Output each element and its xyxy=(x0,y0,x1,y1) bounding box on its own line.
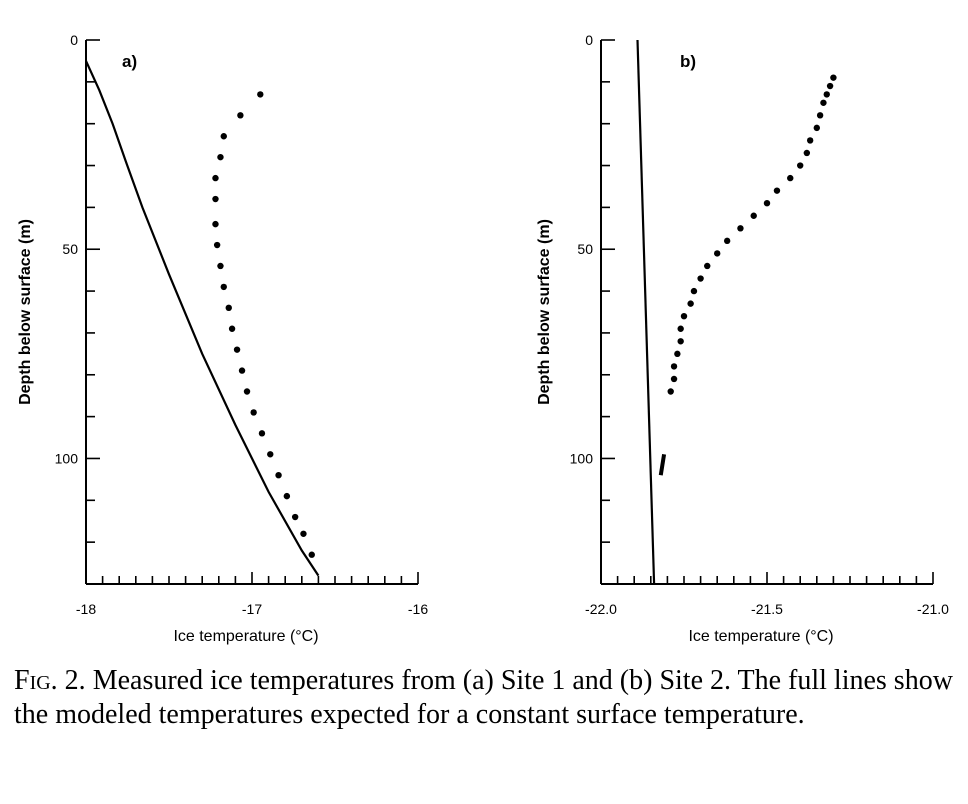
data-point xyxy=(737,225,744,232)
data-point xyxy=(291,513,299,521)
data-point xyxy=(308,551,315,558)
y-tick-label: 0 xyxy=(585,32,593,48)
data-point xyxy=(714,250,721,257)
data-point xyxy=(820,99,827,106)
figure-label: Fig. 2. xyxy=(14,665,86,696)
model-line xyxy=(636,39,656,585)
data-point xyxy=(677,338,684,345)
data-point xyxy=(670,363,678,370)
data-point xyxy=(704,262,711,270)
data-point xyxy=(212,220,219,228)
data-point xyxy=(233,346,241,353)
panel-a: -18 -17 -16 0 50 100 Ice temperature (°C) Depth… xyxy=(17,32,428,645)
data-point xyxy=(750,212,757,219)
data-point xyxy=(667,388,674,395)
data-point xyxy=(763,200,771,207)
data-point xyxy=(212,174,219,182)
data-point xyxy=(220,133,227,140)
data-point xyxy=(803,149,811,157)
y-tick-label: 0 xyxy=(70,32,78,48)
y-tick-label: 100 xyxy=(570,450,594,466)
figure-caption: Fig. 2. Measured ice temperatures from (… xyxy=(14,664,958,732)
x-tick-label: -21.5 xyxy=(751,601,783,617)
data-point xyxy=(243,388,251,395)
data-point xyxy=(723,237,731,245)
data-point xyxy=(250,409,257,416)
data-point xyxy=(816,112,824,119)
x-tick-label: -17 xyxy=(242,601,262,617)
data-point xyxy=(213,241,221,249)
data-point xyxy=(220,283,227,291)
data-point xyxy=(823,91,830,98)
data-point xyxy=(258,430,266,437)
data-point xyxy=(797,162,804,169)
panel-label: a) xyxy=(122,52,137,71)
x-axis-label: Ice temperature (°C) xyxy=(688,628,833,645)
caption-text: Measured ice temperatures from (a) Site … xyxy=(14,665,953,730)
data-point xyxy=(690,287,698,295)
data-point xyxy=(826,82,834,90)
data-point xyxy=(283,492,291,500)
data-point xyxy=(217,262,224,270)
y-axis-label: Depth below surface (m) xyxy=(17,219,34,405)
data-point xyxy=(773,187,781,194)
y-axis-label: Depth below surface (m) xyxy=(536,219,553,405)
y-tick-label: 50 xyxy=(62,241,78,257)
data-point xyxy=(212,195,219,203)
data-point xyxy=(225,304,232,312)
model-line xyxy=(84,60,320,577)
data-point xyxy=(787,174,794,182)
data-point xyxy=(830,74,837,81)
data-point xyxy=(237,112,244,119)
data-point xyxy=(674,350,681,358)
data-point xyxy=(267,451,274,458)
data-point xyxy=(670,375,678,383)
data-point xyxy=(697,275,704,282)
data-point xyxy=(257,91,264,98)
y-tick-label: 50 xyxy=(577,241,593,257)
x-axis-label: Ice temperature (°C) xyxy=(173,628,318,645)
data-point xyxy=(217,153,224,161)
data-point xyxy=(813,124,820,132)
data-point xyxy=(677,325,684,332)
data-segment xyxy=(658,453,667,476)
data-point xyxy=(680,312,688,320)
panel-label: b) xyxy=(680,52,696,71)
y-tick-label: 100 xyxy=(55,450,79,466)
x-tick-label: -16 xyxy=(408,601,428,617)
data-point xyxy=(238,367,246,374)
data-point xyxy=(687,300,694,307)
data-point xyxy=(275,472,282,479)
x-tick-label: -22.0 xyxy=(585,601,617,617)
x-tick-label: -18 xyxy=(76,601,96,617)
x-tick-label: -21.0 xyxy=(917,601,949,617)
data-point xyxy=(228,325,236,332)
data-point xyxy=(300,530,307,537)
panel-b: -22.0 -21.5 -21.0 0 50 100 Ice temperature (°C… xyxy=(536,32,949,645)
data-point xyxy=(806,137,814,144)
